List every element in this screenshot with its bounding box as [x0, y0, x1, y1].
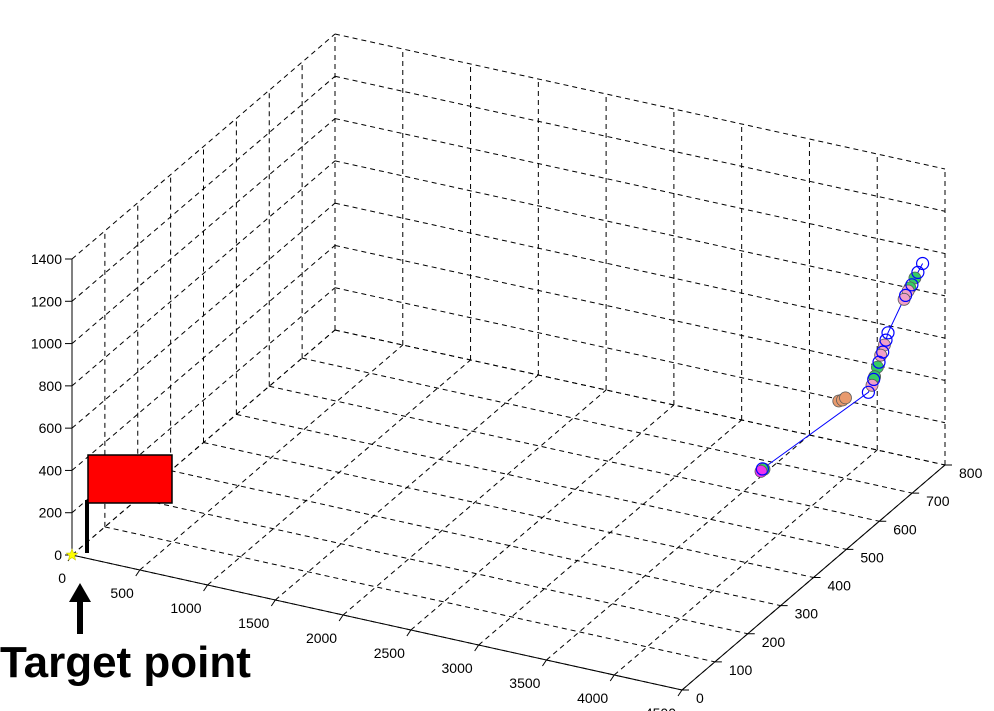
back-wall-gridline-z — [334, 75, 946, 212]
x-tick-label: 500 — [110, 585, 134, 601]
x-tick-label: 1500 — [238, 615, 269, 631]
hollow-data-point — [872, 355, 886, 369]
tick-labels: 0200400600800100012001400050010001500200… — [31, 251, 983, 711]
side-wall-gridline-z — [71, 329, 336, 556]
z-tick-label: 1400 — [31, 251, 62, 267]
x-tick-mark — [203, 584, 208, 592]
floor-gridline-x — [613, 449, 878, 676]
side-wall-gridline-z — [71, 245, 336, 471]
y-tick-label: 600 — [893, 521, 917, 537]
x-tick-mark — [135, 569, 141, 577]
side-wall-gridline-z — [71, 75, 336, 302]
x-tick-label: 3500 — [509, 675, 540, 691]
target-flag — [85, 454, 173, 553]
x-axis-line — [71, 554, 683, 691]
floor-gridline-x — [139, 344, 404, 571]
x-tick-label: 1000 — [170, 600, 201, 616]
back-wall-gridline-z — [334, 202, 946, 339]
back-wall-gridline-z — [334, 160, 946, 297]
x-tick-mark — [270, 599, 276, 607]
x-tick-mark — [474, 644, 480, 652]
hollow-data-point — [911, 265, 925, 279]
target-star-icon — [65, 548, 79, 561]
arrow-head — [69, 583, 91, 602]
axis-layer — [65, 258, 952, 697]
hollow-data-point — [867, 372, 881, 386]
hollow-data-point — [905, 278, 919, 292]
z-tick-label: 200 — [39, 505, 63, 521]
y-tick-label: 500 — [860, 549, 884, 565]
side-wall-gridline-z — [71, 160, 336, 387]
x-tick-label: 2500 — [374, 645, 405, 661]
target-point-annotation: Target point — [0, 638, 251, 687]
z-tick-label: 800 — [39, 378, 63, 394]
y-tick-label: 200 — [762, 634, 786, 650]
z-tick-label: 0 — [54, 547, 62, 563]
x-tick-label: 2000 — [306, 630, 337, 646]
x-tick-mark — [338, 614, 344, 622]
back-wall-gridline-z — [334, 244, 946, 381]
x-tick-mark — [542, 659, 547, 667]
floor-gridline-y — [170, 470, 781, 607]
hollow-data-point — [861, 385, 876, 399]
floor-gridline-x — [342, 389, 607, 616]
back-wall-gridline-z — [334, 118, 946, 255]
floor-gridline-x — [410, 404, 675, 631]
arrow-shaft — [77, 600, 83, 634]
x-tick-label: 4000 — [577, 690, 608, 706]
y-tick-label: 0 — [696, 690, 704, 706]
floor-gridline-y — [203, 442, 814, 578]
z-tick-label: 1200 — [31, 293, 62, 309]
z-tick-label: 600 — [39, 420, 63, 436]
hollow-data-point — [879, 333, 893, 347]
hollow-data-point — [881, 326, 895, 340]
x-tick-mark — [609, 674, 615, 682]
filled-data-point — [839, 391, 852, 405]
z-tick-label: 400 — [39, 462, 63, 478]
trajectory-line — [762, 263, 924, 470]
y-tick-label: 700 — [926, 493, 950, 509]
data-points-layer — [754, 256, 930, 478]
side-wall-gridline-z — [71, 118, 336, 344]
hollow-data-point — [755, 462, 770, 476]
x-tick-label: 0 — [58, 570, 66, 586]
y-tick-label: 800 — [959, 465, 983, 481]
trajectory-line-layer — [762, 263, 924, 470]
x-tick-mark — [677, 689, 683, 697]
back-wall-gridline-z — [334, 33, 946, 170]
target-marker-layer — [65, 548, 79, 561]
y-tick-label: 300 — [795, 606, 819, 622]
flag-pole — [85, 500, 89, 553]
y-tick-label: 100 — [729, 662, 753, 678]
grid-layer — [71, 33, 946, 691]
hollow-data-point — [898, 288, 913, 302]
side-wall-gridline-z — [71, 33, 336, 260]
x-tick-label: 4500 — [645, 705, 676, 711]
y-tick-label: 400 — [828, 578, 852, 594]
x-tick-label: 3000 — [442, 660, 473, 676]
side-wall-gridline-z — [71, 202, 336, 429]
flag-cloth — [87, 454, 173, 504]
x-tick-mark — [406, 629, 412, 637]
annotation-arrow — [69, 583, 91, 634]
z-tick-label: 1000 — [31, 336, 62, 352]
